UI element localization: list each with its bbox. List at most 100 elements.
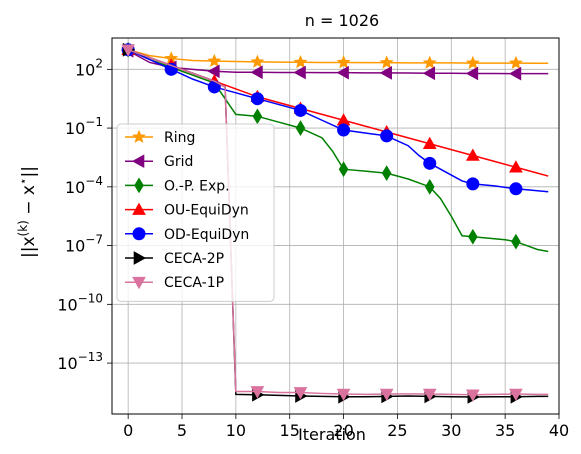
y-tick-label: 102 [75, 56, 103, 79]
data-point-marker [337, 123, 351, 137]
series-layer [121, 41, 549, 404]
x-axis-label: Iteration [298, 425, 366, 444]
data-point-marker [511, 233, 521, 250]
data-point-marker [466, 177, 480, 191]
y-tick-label-exp: −1 [85, 115, 103, 129]
data-point-marker [422, 136, 437, 150]
y-axis-label-part: ⋆ [16, 178, 30, 186]
data-point-marker [336, 65, 349, 80]
x-tick-label: 10 [226, 421, 246, 440]
legend-label: Ring [164, 130, 195, 146]
data-point-marker [250, 386, 265, 399]
legend-marker [134, 177, 144, 194]
data-point-marker [207, 64, 220, 79]
data-point-marker [509, 160, 523, 173]
y-tick-label-base: 10 [65, 178, 85, 197]
x-tick-label: 25 [387, 421, 407, 440]
series-ceca-1p [121, 44, 549, 402]
legend-marker [132, 227, 146, 241]
data-point-marker [465, 148, 480, 161]
y-tick-label-exp: −4 [85, 174, 103, 188]
y-tick-label-exp: −10 [78, 291, 103, 305]
data-point-marker [465, 66, 479, 81]
data-point-marker [293, 103, 307, 117]
y-axis-label: ||x(k) − x⋆|| [16, 166, 39, 258]
chart-title: n = 1026 [305, 11, 379, 30]
legend-label: OU-EquiDyn [164, 203, 249, 219]
data-point-marker [465, 55, 480, 69]
legend: Ring Grid O.-P. Exp. OU-EquiDyn OD-EquiDyn CE… [116, 123, 275, 302]
series-line [127, 49, 549, 396]
y-tick-label: 10−13 [57, 350, 103, 373]
data-point-marker [380, 129, 394, 143]
legend-box [116, 123, 275, 302]
x-tick-label: 30 [441, 421, 461, 440]
x-tick-label: 0 [123, 421, 133, 440]
y-tick-label: 10−4 [65, 174, 103, 197]
data-point-marker [336, 388, 351, 402]
legend-label: OD-EquiDyn [164, 227, 249, 243]
data-point-marker [422, 55, 437, 69]
data-point-marker [508, 55, 523, 69]
y-axis-label-part: − x [19, 185, 39, 220]
legend-marker [132, 129, 146, 143]
y-axis-label-part: (k) [16, 220, 30, 236]
x-tick-label: 40 [549, 421, 569, 440]
legend-label: CECA-2P [164, 251, 224, 267]
data-point-marker [252, 108, 263, 125]
y-tick-label: 10−10 [57, 291, 103, 314]
legend-marker [133, 251, 147, 265]
data-point-marker [250, 65, 263, 80]
axis-ticks: 0 5 10 15 20 25 30 35 4010210−110−410−710−1010−1… [57, 56, 569, 440]
data-point-marker [379, 55, 394, 69]
data-point-marker [338, 161, 349, 178]
data-point-marker [509, 182, 523, 196]
data-point-marker [336, 55, 351, 69]
data-point-marker [293, 54, 308, 69]
legend-entry: CECA-2P [125, 251, 224, 267]
legend-label: O.-P. Exp. [164, 178, 230, 194]
data-point-marker [293, 387, 308, 400]
data-point-marker [207, 53, 222, 68]
y-tick-label-exp: −13 [78, 350, 103, 364]
data-point-marker [250, 54, 265, 68]
x-tick-label: 20 [333, 421, 353, 440]
legend-entry: OU-EquiDyn [125, 202, 249, 219]
series-ring [121, 42, 549, 69]
y-tick-label-base: 10 [65, 119, 85, 138]
legend-entry: O.-P. Exp. [125, 177, 230, 194]
data-point-marker [295, 120, 306, 136]
legend-entry: Ring [125, 129, 195, 146]
x-tick-label: 5 [177, 421, 187, 440]
data-point-marker [508, 66, 522, 81]
x-tick-label: 35 [495, 421, 515, 440]
data-point-marker [468, 228, 478, 245]
data-point-marker [121, 44, 136, 57]
legend-marker [131, 154, 145, 169]
legend-label: Grid [164, 154, 193, 170]
y-tick-label-exp: 2 [95, 56, 103, 70]
y-tick-label-base: 10 [75, 60, 95, 79]
data-point-marker [424, 178, 435, 195]
y-tick-label-base: 10 [57, 295, 77, 314]
y-tick-label-base: 10 [65, 237, 85, 256]
legend-marker [132, 202, 146, 215]
y-tick-label: 10−7 [65, 233, 103, 256]
plot-frame [111, 37, 560, 415]
data-point-marker [423, 156, 437, 170]
data-point-marker [465, 389, 480, 402]
legend-marker [132, 276, 146, 290]
series-line [127, 49, 549, 253]
data-point-marker [509, 388, 523, 402]
y-tick-label-exp: −7 [85, 233, 103, 247]
y-axis-label-part: || [19, 166, 39, 177]
svg-text:||x(k) − x⋆||: ||x(k) − x⋆|| [16, 166, 39, 258]
y-tick-label: 10−1 [65, 115, 103, 138]
legend-label: CECA-1P [164, 275, 224, 291]
data-point-marker [379, 66, 392, 80]
x-tick-label: 15 [280, 421, 300, 440]
legend-entry: CECA-1P [125, 275, 224, 291]
series-od-equidyn [121, 43, 549, 196]
